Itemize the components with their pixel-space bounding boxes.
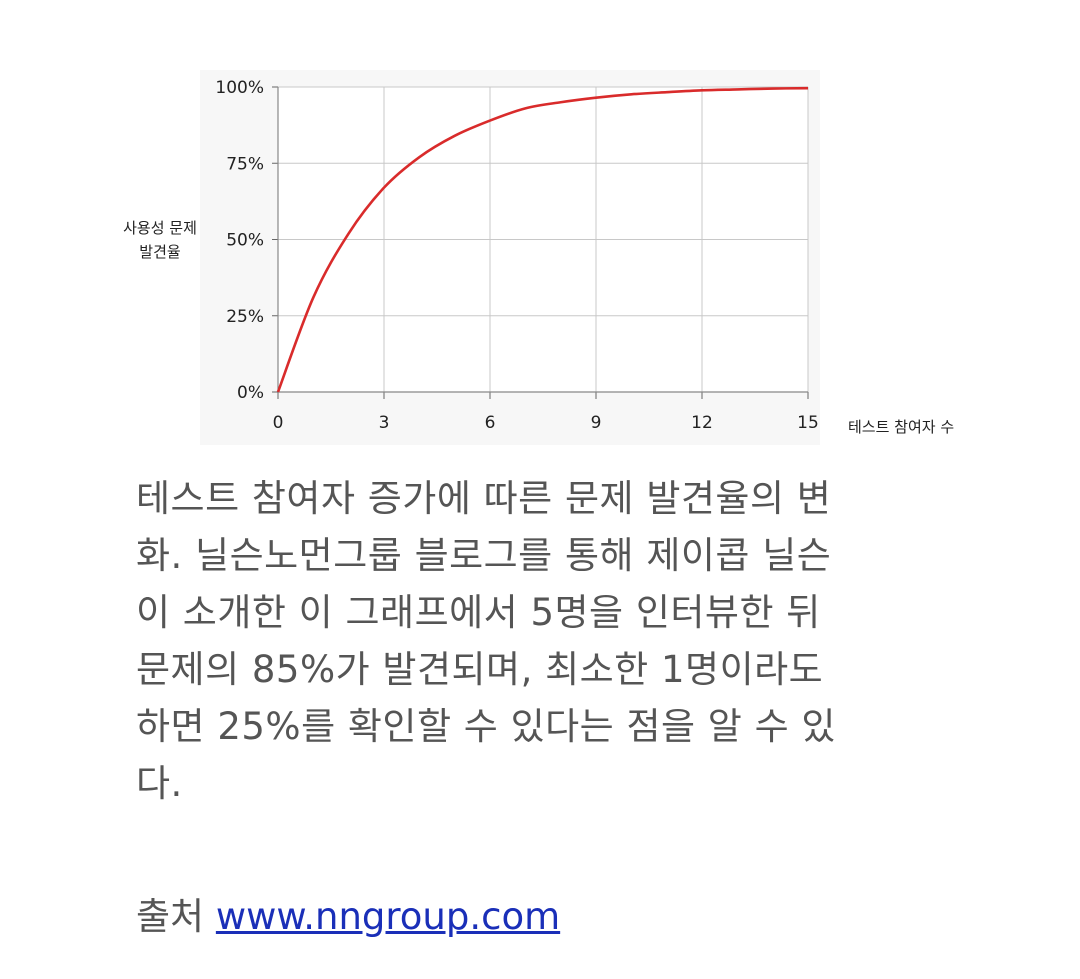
y-tick-label: 0% xyxy=(237,383,264,403)
caption-line: 하면 25%를 확인할 수 있다는 점을 알 수 있 xyxy=(136,705,836,748)
x-tick-label: 9 xyxy=(591,413,602,433)
caption-line: 화. 닐슨노먼그룹 블로그를 통해 제이콥 닐슨 xyxy=(136,534,832,577)
y-tick-label: 100% xyxy=(215,78,264,98)
x-axis-label: 테스트 참여자 수 xyxy=(848,418,955,436)
x-tick-label: 12 xyxy=(691,413,713,433)
source-prefix: 출처 xyxy=(136,895,205,938)
caption-line: 문제의 85%가 발견되며, 최소한 1명이라도 xyxy=(136,648,824,691)
y-tick-label: 25% xyxy=(226,307,264,327)
x-tick-label: 15 xyxy=(797,413,819,433)
chart-svg: 0% 25% 50% 75% 100% 0 3 6 9 12 15 xyxy=(215,78,819,433)
caption-line: 다. xyxy=(136,762,183,805)
source-line: 출처 www.nngroup.com xyxy=(136,888,560,945)
y-tick-label: 50% xyxy=(226,231,264,251)
series-line xyxy=(276,86,809,393)
x-tick-label: 3 xyxy=(379,413,390,433)
y-axis-label: 사용성 문제 발견율 xyxy=(112,216,208,264)
y-axis-label-line-2: 발견율 xyxy=(139,243,181,261)
y-tick-label: 75% xyxy=(226,154,264,174)
x-tick-label: 0 xyxy=(273,413,284,433)
caption-line: 테스트 참여자 증가에 따른 문제 발견율의 변 xyxy=(136,477,832,520)
y-axis-label-line-1: 사용성 문제 xyxy=(123,219,197,237)
figure-caption: 테스트 참여자 증가에 따른 문제 발견율의 변 화. 닐슨노먼그룹 블로그를 … xyxy=(136,470,956,812)
x-tick-label: 6 xyxy=(485,413,496,433)
source-link[interactable]: www.nngroup.com xyxy=(215,895,561,938)
caption-line: 이 소개한 이 그래프에서 5명을 인터뷰한 뒤 xyxy=(136,591,821,634)
chart-area: 0% 25% 50% 75% 100% 0 3 6 9 12 15 xyxy=(200,70,820,445)
